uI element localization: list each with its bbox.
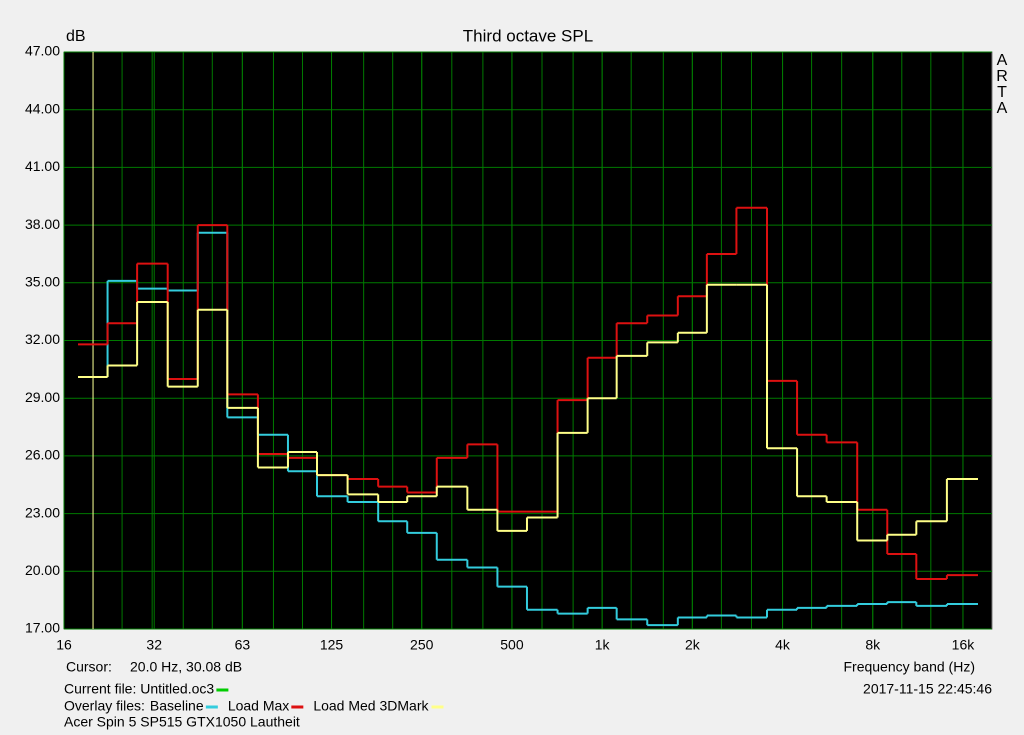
- current-file: Current file: Untitled.oc3: [64, 681, 214, 697]
- y-tick-label: 26.00: [25, 447, 60, 463]
- y-tick-label: 20.00: [25, 562, 60, 578]
- y-tick-label: 32.00: [25, 331, 60, 347]
- x-tick-label: 2k: [685, 637, 701, 653]
- x-tick-label: 4k: [775, 637, 791, 653]
- y-tick-label: 38.00: [25, 216, 60, 232]
- x-tick-label: 32: [146, 637, 162, 653]
- legend-label: Load Med 3DMark: [313, 698, 429, 714]
- y-tick-label: 44.00: [25, 100, 60, 116]
- y-tick-label: 29.00: [25, 389, 60, 405]
- legend-label: Load Max: [228, 698, 289, 714]
- caption: Acer Spin 5 SP515 GTX1050 Lautheit: [64, 714, 300, 730]
- y-tick-label: 41.00: [25, 158, 60, 174]
- x-tick-label: 16: [56, 637, 72, 653]
- brand-letter: A: [997, 52, 1008, 69]
- overlay-label: Overlay files:: [64, 698, 145, 714]
- legend-label: Baseline: [150, 698, 204, 714]
- x-axis-label: Frequency band (Hz): [843, 659, 975, 675]
- chart-title: Third octave SPL: [463, 26, 593, 45]
- brand-letter: A: [997, 100, 1008, 117]
- y-tick-label: 35.00: [25, 274, 60, 290]
- timestamp: 2017-11-15 22:45:46: [863, 681, 992, 697]
- x-tick-label: 125: [320, 637, 344, 653]
- cursor-label: Cursor:: [66, 659, 112, 675]
- cursor-readout: 20.0 Hz, 30.08 dB: [130, 659, 242, 675]
- y-tick-label: 23.00: [25, 504, 60, 520]
- y-axis-label: dB: [66, 28, 86, 45]
- brand-letter: T: [997, 84, 1007, 101]
- brand-letter: R: [996, 68, 1008, 85]
- x-tick-label: 250: [410, 637, 434, 653]
- y-tick-label: 47.00: [25, 43, 60, 59]
- x-tick-label: 1k: [595, 637, 611, 653]
- series: [78, 283, 978, 542]
- x-tick-label: 16k: [952, 637, 976, 653]
- y-tick-label: 17.00: [25, 620, 60, 636]
- x-tick-label: 63: [235, 637, 251, 653]
- x-tick-label: 500: [500, 637, 524, 653]
- x-tick-label: 8k: [865, 637, 881, 653]
